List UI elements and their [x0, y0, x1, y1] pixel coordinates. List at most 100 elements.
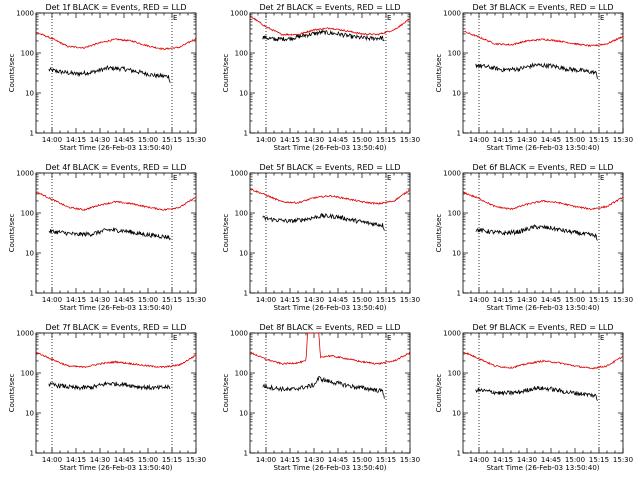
x-tick-label: 14:15 — [280, 136, 300, 144]
x-tick-label: 14:00 — [469, 296, 489, 304]
y-tick-label: 1000 — [443, 170, 461, 178]
x-tick-label: 15:00 — [352, 456, 372, 464]
y-tick-label: 1 — [30, 290, 34, 298]
y-tick-label: 100 — [235, 370, 248, 378]
time-marker-label: E — [173, 14, 177, 22]
x-tick-label: 15:00 — [565, 136, 585, 144]
y-tick-label: 100 — [235, 210, 248, 218]
x-tick-label: 15:30 — [400, 456, 420, 464]
detector-chart: Det 2f BLACK = Events, RED = LLD 1 10 100 10… — [222, 3, 420, 152]
x-tick-label: 14:45 — [541, 456, 561, 464]
y-tick-label: 10 — [239, 250, 248, 258]
x-tick-label: 14:00 — [42, 456, 62, 464]
detector-chart: Det 8f BLACK = Events, RED = LLD 1 10 100 10… — [222, 323, 420, 472]
y-axis-label: Counts/sec — [8, 374, 16, 413]
x-tick-label: 15:15 — [376, 296, 396, 304]
x-tick-label: 15:00 — [352, 296, 372, 304]
x-tick-label: 14:30 — [304, 136, 324, 144]
x-tick-label: 15:30 — [613, 296, 633, 304]
x-tick-label: 14:15 — [280, 456, 300, 464]
x-tick-label: 15:15 — [589, 296, 609, 304]
x-tick-label: 14:00 — [256, 136, 276, 144]
y-tick-label: 100 — [21, 50, 34, 58]
y-axis-label: Counts/sec — [435, 374, 443, 413]
y-axis-label: Counts/sec — [222, 374, 230, 413]
x-tick-label: 15:30 — [186, 296, 206, 304]
y-tick-label: 100 — [448, 370, 461, 378]
y-tick-label: 10 — [25, 90, 34, 98]
x-tick-label: 14:00 — [42, 296, 62, 304]
y-axis-label: Counts/sec — [222, 54, 230, 93]
detector-chart: Det 1f BLACK = Events, RED = LLD 1 10 100 10… — [8, 3, 206, 152]
y-tick-label: 100 — [448, 50, 461, 58]
time-marker-label: E — [600, 334, 604, 342]
x-tick-label: 15:15 — [376, 136, 396, 144]
y-tick-label: 100 — [21, 210, 34, 218]
chart-title: Det 8f BLACK = Events, RED = LLD — [259, 323, 400, 332]
lld-series-line — [462, 351, 624, 370]
x-tick-label: 14:45 — [328, 296, 348, 304]
x-tick-label: 14:45 — [541, 136, 561, 144]
time-marker-label: E — [600, 14, 604, 22]
lld-series-line — [35, 31, 197, 51]
time-marker-label: E — [387, 174, 391, 182]
events-series-line — [48, 380, 171, 391]
y-tick-label: 1000 — [16, 330, 34, 338]
y-axis-label: Counts/sec — [222, 214, 230, 253]
x-tick-label: 14:30 — [90, 456, 110, 464]
x-tick-label: 14:45 — [114, 456, 134, 464]
x-axis-label: Start Time (26-Feb-03 13:50:40) — [59, 304, 172, 312]
x-tick-label: 14:15 — [66, 136, 86, 144]
detector-chart: Det 6f BLACK = Events, RED = LLD 1 10 100 10… — [435, 163, 633, 312]
y-tick-label: 1000 — [16, 10, 34, 18]
x-tick-label: 15:30 — [186, 136, 206, 144]
x-tick-label: 15:15 — [589, 456, 609, 464]
y-axis-label: Counts/sec — [435, 54, 443, 93]
lld-series-line — [35, 191, 197, 212]
y-tick-label: 1000 — [443, 10, 461, 18]
lld-series-line — [249, 332, 411, 365]
x-axis-label: Start Time (26-Feb-03 13:50:40) — [486, 144, 599, 152]
x-tick-label: 14:00 — [256, 456, 276, 464]
x-tick-label: 15:00 — [138, 136, 158, 144]
events-series-line — [475, 224, 598, 241]
y-tick-label: 1 — [244, 130, 248, 138]
time-marker-label: E — [600, 174, 604, 182]
x-tick-label: 14:30 — [304, 296, 324, 304]
x-axis-label: Start Time (26-Feb-03 13:50:40) — [486, 464, 599, 472]
lld-series-line — [249, 188, 411, 205]
time-marker-label: E — [387, 14, 391, 22]
x-axis-label: Start Time (26-Feb-03 13:50:40) — [273, 304, 386, 312]
x-tick-label: 14:45 — [328, 456, 348, 464]
y-tick-label: 10 — [452, 250, 461, 258]
x-tick-label: 14:45 — [114, 296, 134, 304]
x-tick-label: 14:30 — [304, 456, 324, 464]
chart-title: Det 4f BLACK = Events, RED = LLD — [45, 163, 186, 172]
y-tick-label: 1 — [30, 130, 34, 138]
lld-series-line — [462, 30, 624, 48]
x-tick-label: 15:30 — [613, 456, 633, 464]
y-tick-label: 1000 — [443, 330, 461, 338]
events-series-line — [48, 65, 171, 84]
events-series-line — [262, 29, 385, 42]
chart-title: Det 6f BLACK = Events, RED = LLD — [472, 163, 613, 172]
x-tick-label: 15:00 — [138, 296, 158, 304]
x-tick-label: 14:45 — [114, 136, 134, 144]
y-tick-label: 100 — [235, 50, 248, 58]
time-marker-label: E — [387, 334, 391, 342]
y-tick-label: 10 — [239, 90, 248, 98]
x-tick-label: 14:45 — [328, 136, 348, 144]
x-tick-label: 14:00 — [256, 296, 276, 304]
events-series-line — [475, 62, 598, 79]
detector-chart: Det 4f BLACK = Events, RED = LLD 1 10 100 10… — [8, 163, 206, 312]
x-tick-label: 15:15 — [162, 136, 182, 144]
y-tick-label: 100 — [21, 370, 34, 378]
x-tick-label: 15:15 — [589, 136, 609, 144]
lld-series-line — [35, 351, 197, 369]
x-axis-label: Start Time (26-Feb-03 13:50:40) — [273, 144, 386, 152]
time-marker-label: E — [173, 334, 177, 342]
chart-title: Det 9f BLACK = Events, RED = LLD — [472, 323, 613, 332]
y-tick-label: 10 — [25, 410, 34, 418]
x-tick-label: 14:15 — [493, 296, 513, 304]
